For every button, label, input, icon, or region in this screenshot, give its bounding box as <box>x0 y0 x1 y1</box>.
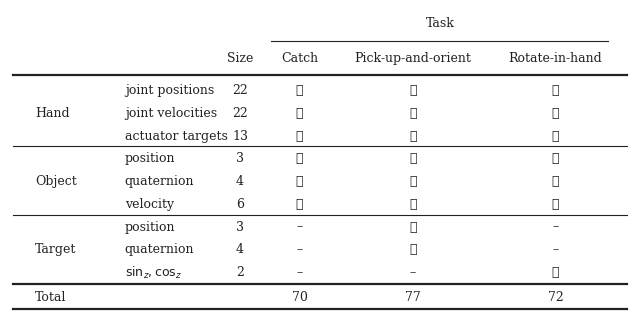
Text: ✓: ✓ <box>552 198 559 211</box>
Text: –: – <box>552 221 559 233</box>
Text: 4: 4 <box>236 175 244 188</box>
Text: ✓: ✓ <box>409 130 417 142</box>
Text: ✓: ✓ <box>409 84 417 97</box>
Text: ✓: ✓ <box>552 266 559 279</box>
Text: position: position <box>125 221 175 233</box>
Text: ✓: ✓ <box>296 84 303 97</box>
Text: ✓: ✓ <box>296 152 303 165</box>
Text: 13: 13 <box>232 130 248 142</box>
Text: Object: Object <box>35 175 77 188</box>
Text: joint positions: joint positions <box>125 84 214 97</box>
Text: –: – <box>296 221 303 233</box>
Text: Rotate-in-hand: Rotate-in-hand <box>509 52 602 65</box>
Text: –: – <box>410 266 416 279</box>
Text: position: position <box>125 152 175 165</box>
Text: Total: Total <box>35 291 67 304</box>
Text: Catch: Catch <box>281 52 318 65</box>
Text: joint velocities: joint velocities <box>125 107 217 120</box>
Text: Task: Task <box>426 17 455 30</box>
Text: ✓: ✓ <box>409 221 417 233</box>
Text: ✓: ✓ <box>552 152 559 165</box>
Text: ✓: ✓ <box>409 243 417 256</box>
Text: Target: Target <box>35 243 77 256</box>
Text: ✓: ✓ <box>552 130 559 142</box>
Text: Pick-up-and-orient: Pick-up-and-orient <box>355 52 471 65</box>
Text: –: – <box>552 243 559 256</box>
Text: 22: 22 <box>232 84 248 97</box>
Text: ✓: ✓ <box>409 107 417 120</box>
Text: 2: 2 <box>236 266 244 279</box>
Text: quaternion: quaternion <box>125 243 195 256</box>
Text: 6: 6 <box>236 198 244 211</box>
Text: 3: 3 <box>236 152 244 165</box>
Text: ✓: ✓ <box>409 152 417 165</box>
Text: –: – <box>296 243 303 256</box>
Text: 77: 77 <box>405 291 420 304</box>
Text: 3: 3 <box>236 221 244 233</box>
Text: 4: 4 <box>236 243 244 256</box>
Text: ✓: ✓ <box>296 107 303 120</box>
Text: velocity: velocity <box>125 198 174 211</box>
Text: ✓: ✓ <box>552 84 559 97</box>
Text: ✓: ✓ <box>552 107 559 120</box>
Text: ✓: ✓ <box>296 130 303 142</box>
Text: Size: Size <box>227 52 253 65</box>
Text: –: – <box>296 266 303 279</box>
Text: 72: 72 <box>548 291 563 304</box>
Text: actuator targets: actuator targets <box>125 130 228 142</box>
Text: ✓: ✓ <box>409 198 417 211</box>
Text: 22: 22 <box>232 107 248 120</box>
Text: ✓: ✓ <box>552 175 559 188</box>
Text: ✓: ✓ <box>296 198 303 211</box>
Text: $\mathrm{sin}_z, \mathrm{cos}_z$: $\mathrm{sin}_z, \mathrm{cos}_z$ <box>125 265 182 280</box>
Text: ✓: ✓ <box>296 175 303 188</box>
Text: quaternion: quaternion <box>125 175 195 188</box>
Text: 70: 70 <box>292 291 307 304</box>
Text: ✓: ✓ <box>409 175 417 188</box>
Text: Hand: Hand <box>35 107 70 120</box>
